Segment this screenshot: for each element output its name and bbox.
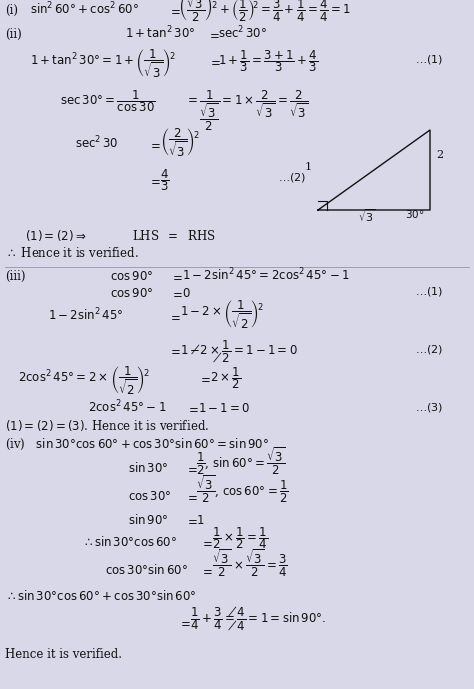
Text: $0$: $0$ (182, 287, 191, 300)
Text: $=$: $=$ (148, 138, 161, 151)
Text: $=$: $=$ (168, 310, 181, 323)
Text: (iv)   $\sin 30°\cos 60° + \cos 30°\sin 60° = \sin 90°$: (iv) $\sin 30°\cos 60° + \cos 30°\sin 60… (5, 437, 269, 452)
Text: $\dfrac{1}{2}$, $\sin 60° = \dfrac{\sqrt{3}}{2}$: $\dfrac{1}{2}$, $\sin 60° = \dfrac{\sqrt… (196, 446, 286, 477)
Text: (ii): (ii) (5, 28, 22, 41)
Text: $1$: $1$ (196, 514, 204, 527)
Text: $1 - 2\sin^2 45° = 2\cos^2 45° - 1$: $1 - 2\sin^2 45° = 2\cos^2 45° - 1$ (182, 267, 349, 283)
Text: $\cos 30°\sin 60°$: $\cos 30°\sin 60°$ (105, 563, 188, 577)
Text: $\dfrac{4}{3}$: $\dfrac{4}{3}$ (160, 167, 170, 193)
Text: $2\cos^2 45° - 1$: $2\cos^2 45° - 1$ (88, 398, 166, 415)
Text: $\therefore$ Hence it is verified.: $\therefore$ Hence it is verified. (5, 246, 139, 260)
Text: Hence it is verified.: Hence it is verified. (5, 648, 122, 661)
Text: $=$: $=$ (198, 372, 211, 385)
Text: $\sec^2 30°$: $\sec^2 30°$ (218, 24, 267, 41)
Text: $30°$: $30°$ (405, 208, 424, 220)
Text: $1 + \dfrac{1}{3} = \dfrac{3+1}{3} + \dfrac{4}{3}$: $1 + \dfrac{1}{3} = \dfrac{3+1}{3} + \df… (218, 48, 318, 74)
Text: $\sec 30° = \dfrac{1}{\cos 30}$: $\sec 30° = \dfrac{1}{\cos 30}$ (60, 88, 155, 114)
Text: $1 - 2 \times \left(\dfrac{1}{\sqrt{2}}\right)^{\!2}$: $1 - 2 \times \left(\dfrac{1}{\sqrt{2}}\… (180, 299, 264, 331)
Text: $=$: $=$ (185, 514, 198, 527)
Text: $=$: $=$ (170, 270, 183, 283)
Text: $\dfrac{1}{4} + \dfrac{3}{4} = \dfrac{\not{4}}{\not{4}} = 1 = \sin 90°.$: $\dfrac{1}{4} + \dfrac{3}{4} = \dfrac{\n… (190, 604, 326, 633)
Text: $\sqrt{3}$: $\sqrt{3}$ (358, 207, 376, 224)
Text: $\ldots(1)$: $\ldots(1)$ (415, 52, 443, 65)
Text: $=$: $=$ (148, 174, 161, 187)
Text: (i): (i) (5, 4, 18, 17)
Text: $=$: $=$ (168, 4, 181, 17)
Text: LHS  $=$  RHS: LHS $=$ RHS (132, 229, 216, 243)
Text: $=$: $=$ (186, 402, 199, 415)
Text: $\therefore \sin 30°\cos 60°$: $\therefore \sin 30°\cos 60°$ (82, 535, 177, 549)
Text: $\sin 90°$: $\sin 90°$ (128, 513, 168, 527)
Text: $\ldots(2)$: $\ldots(2)$ (278, 172, 306, 185)
Text: $=$: $=$ (207, 28, 220, 41)
Text: $1 - 2\sin^2 45°$: $1 - 2\sin^2 45°$ (48, 307, 124, 323)
Text: $1 - \!\not{2} \times \dfrac{1}{\not{2}} = 1 - 1 = 0$: $1 - \!\not{2} \times \dfrac{1}{\not{2}}… (180, 338, 298, 364)
Text: $\cos 30°$: $\cos 30°$ (128, 490, 172, 503)
Text: $=$: $=$ (178, 616, 191, 629)
Text: $=$: $=$ (185, 490, 198, 503)
Text: $= \dfrac{1}{\dfrac{\sqrt{3}}{2}} = 1 \times \dfrac{2}{\sqrt{3}} = \dfrac{2}{\sq: $= \dfrac{1}{\dfrac{\sqrt{3}}{2}} = 1 \t… (185, 88, 309, 132)
Text: $\left(\dfrac{\sqrt{3}}{2}\right)^{\!2}+\left(\dfrac{1}{2}\right)^{\!2}=\dfrac{3: $\left(\dfrac{\sqrt{3}}{2}\right)^{\!2}+… (178, 0, 351, 23)
Text: 1: 1 (305, 162, 312, 172)
Text: $\sin 30°$: $\sin 30°$ (128, 461, 168, 475)
Text: $\sec^2 30$: $\sec^2 30$ (75, 134, 118, 151)
Text: $\sin^2 60° + \cos^2 60°$: $\sin^2 60° + \cos^2 60°$ (30, 1, 139, 17)
Text: $\dfrac{\sqrt{3}}{2} \times \dfrac{\sqrt{3}}{2} = \dfrac{3}{4}$: $\dfrac{\sqrt{3}}{2} \times \dfrac{\sqrt… (212, 548, 288, 579)
Text: $=$: $=$ (208, 55, 221, 68)
Text: $2\cos^2 45° = 2 \times \left(\dfrac{1}{\sqrt{2}}\right)^{\!2}$: $2\cos^2 45° = 2 \times \left(\dfrac{1}{… (18, 365, 150, 397)
Text: $\therefore \sin 30°\cos 60° + \cos 30°\sin 60°$: $\therefore \sin 30°\cos 60° + \cos 30°\… (5, 589, 197, 603)
Text: $\cos 90°$: $\cos 90°$ (110, 287, 154, 300)
Text: $\left(\dfrac{2}{\sqrt{3}}\right)^{\!2}$: $\left(\dfrac{2}{\sqrt{3}}\right)^{\!2}$ (160, 127, 200, 159)
Text: $=$: $=$ (200, 536, 213, 549)
Text: $=$: $=$ (200, 564, 213, 577)
Text: $\ldots(1)$: $\ldots(1)$ (415, 285, 443, 298)
Text: $=$: $=$ (185, 462, 198, 475)
Text: $2 \times \dfrac{1}{2}$: $2 \times \dfrac{1}{2}$ (210, 366, 241, 391)
Text: $1 + \tan^2 30° = 1 + \left(\dfrac{1}{\sqrt{3}}\right)^{\!2}$: $1 + \tan^2 30° = 1 + \left(\dfrac{1}{\s… (30, 48, 176, 80)
Text: $1 - 1 = 0$: $1 - 1 = 0$ (198, 402, 250, 415)
Text: $\cos 90°$: $\cos 90°$ (110, 270, 154, 283)
Text: $\dfrac{1}{2} \times \dfrac{1}{2} = \dfrac{1}{4}$: $\dfrac{1}{2} \times \dfrac{1}{2} = \dfr… (212, 526, 268, 551)
Text: $(1) = (2) \Rightarrow$: $(1) = (2) \Rightarrow$ (25, 228, 86, 243)
Text: $(1) = (2) = (3)$. Hence it is verified.: $(1) = (2) = (3)$. Hence it is verified. (5, 418, 209, 433)
Text: (iii): (iii) (5, 270, 26, 283)
Text: $=$: $=$ (170, 287, 183, 300)
Text: $=$: $=$ (168, 344, 181, 357)
Text: $\ldots(3)$: $\ldots(3)$ (415, 400, 443, 413)
Text: 2: 2 (436, 150, 443, 160)
Text: $1 + \tan^2 30°$: $1 + \tan^2 30°$ (125, 24, 195, 41)
Text: $\dfrac{\sqrt{3}}{2}$, $\cos 60° = \dfrac{1}{2}$: $\dfrac{\sqrt{3}}{2}$, $\cos 60° = \dfra… (196, 474, 289, 505)
Text: $\ldots(2)$: $\ldots(2)$ (415, 342, 443, 356)
